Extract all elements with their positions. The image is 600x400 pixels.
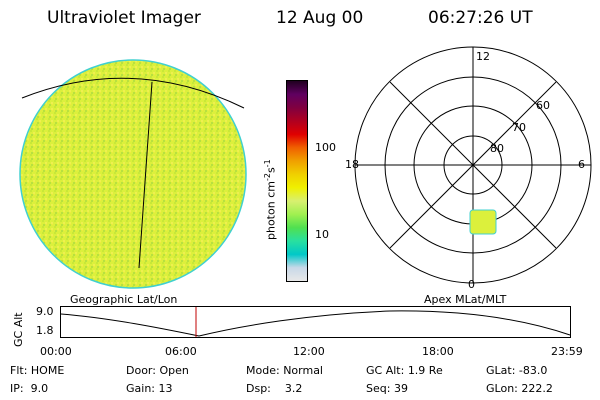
longitude-line: [138, 81, 153, 269]
info-mode: Mode: Normal: [246, 364, 323, 377]
info-door: Door: Open: [126, 364, 189, 377]
auroral-blob: [469, 209, 497, 235]
latitude-arc: [21, 77, 245, 109]
altitude-ylabel: GC Alt: [12, 312, 25, 347]
colorbar: [286, 80, 308, 282]
mlt-label-0: 0: [468, 278, 475, 291]
info-flt: Flt: HOME: [10, 364, 65, 377]
info-glon: GLon: 222.2: [486, 382, 553, 395]
observation-time: 06:27:26 UT: [428, 8, 533, 28]
earth-disk: [19, 59, 247, 289]
altitude-xtick-3: 18:00: [422, 345, 454, 358]
altitude-curve: [60, 310, 571, 337]
mlt-diag-2: [389, 81, 557, 249]
colorbar-tick-10: 10: [315, 228, 329, 241]
geographic-globe-panel: [19, 59, 247, 289]
info-glat: GLat: -83.0: [486, 364, 548, 377]
altitude-xtick-4: 23:59: [551, 345, 583, 358]
altitude-ytick-top: 9.0: [36, 305, 54, 318]
geographic-label: Geographic Lat/Lon: [70, 293, 178, 306]
colorbar-unit-label: photon cm-2s-1: [263, 159, 278, 240]
mlt-label-12: 12: [476, 50, 490, 63]
altitude-xtick-0: 00:00: [40, 345, 72, 358]
colorbar-tick-100: 100: [315, 141, 336, 154]
info-seq: Seq: 39: [366, 382, 408, 395]
altitude-plot: [60, 306, 571, 338]
mlt-label-18: 18: [345, 158, 359, 171]
apex-label: Apex MLat/MLT: [424, 293, 507, 306]
altitude-ytick-bottom: 1.8: [36, 324, 54, 337]
info-dsp: Dsp: 3.2: [246, 382, 303, 395]
altitude-xtick-1: 06:00: [165, 345, 197, 358]
mlt-label-6: 6: [578, 158, 585, 171]
info-gcalt: GC Alt: 1.9 Re: [366, 364, 443, 377]
info-gain: Gain: 13: [126, 382, 173, 395]
altitude-plot-frame: [60, 306, 571, 338]
lat-label-70: 70: [512, 121, 526, 134]
lat-label-80: 80: [490, 142, 504, 155]
apex-polar-plot: 12 18 6 0 60 70 80: [345, 46, 592, 291]
observation-date: 12 Aug 00: [276, 8, 364, 28]
info-ip: IP: 9.0: [10, 382, 49, 395]
instrument-title: Ultraviolet Imager: [47, 8, 201, 28]
altitude-xtick-2: 12:00: [293, 345, 325, 358]
lat-label-60: 60: [536, 99, 550, 112]
